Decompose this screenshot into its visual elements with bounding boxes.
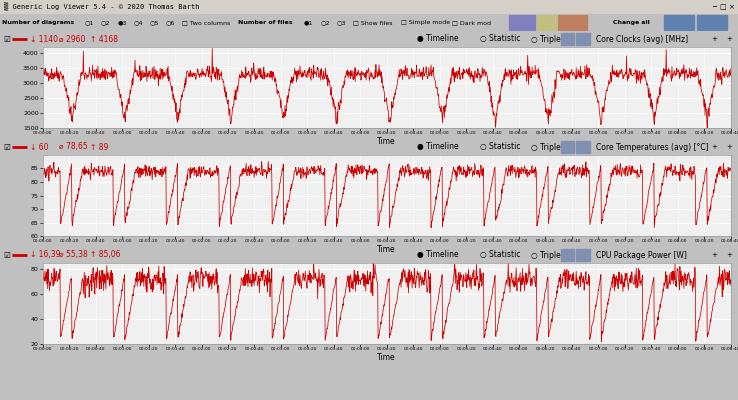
Text: ○ Statistic: ○ Statistic	[480, 142, 520, 152]
Text: ⌀ 55,38: ⌀ 55,38	[59, 250, 88, 260]
Text: ▒ Generic Log Viewer 5.4 - © 2020 Thomas Barth: ▒ Generic Log Viewer 5.4 - © 2020 Thomas…	[4, 3, 199, 11]
Bar	[664, 15, 694, 30]
Text: ↓ 1140: ↓ 1140	[30, 34, 58, 44]
Text: ○ Triple: ○ Triple	[531, 34, 561, 44]
Text: Number of files: Number of files	[238, 20, 292, 25]
Text: ○ Triple: ○ Triple	[531, 250, 561, 260]
Bar	[723, 32, 736, 45]
Text: CPU Package Power [W]: CPU Package Power [W]	[596, 250, 687, 260]
X-axis label: Time: Time	[377, 137, 396, 146]
Text: ⌀ 2960: ⌀ 2960	[59, 34, 86, 44]
Bar	[697, 15, 727, 30]
Text: ↓ 60: ↓ 60	[30, 142, 48, 152]
Text: ○1: ○1	[85, 20, 94, 25]
Text: ⌀ 78,65: ⌀ 78,65	[59, 142, 88, 152]
Bar	[576, 141, 590, 154]
Text: +: +	[711, 144, 717, 150]
Text: ↑ 85,06: ↑ 85,06	[90, 250, 120, 260]
Text: ☑: ☑	[3, 34, 10, 44]
Text: ●3: ●3	[117, 20, 127, 25]
Text: ○2: ○2	[101, 20, 111, 25]
Bar	[708, 141, 721, 154]
Text: ● Timeline: ● Timeline	[417, 250, 458, 260]
Text: Number of diagrams: Number of diagrams	[2, 20, 75, 25]
Bar	[558, 15, 587, 30]
Bar	[708, 249, 721, 262]
Text: +: +	[711, 252, 717, 258]
Bar	[561, 141, 574, 154]
Text: Core Temperatures (avg) [°C]: Core Temperatures (avg) [°C]	[596, 142, 709, 152]
Text: Core Clocks (avg) [MHz]: Core Clocks (avg) [MHz]	[596, 34, 689, 44]
Bar	[509, 15, 535, 30]
Text: +: +	[726, 252, 732, 258]
Text: ○3: ○3	[337, 20, 346, 25]
Text: □ Simple mode: □ Simple mode	[401, 20, 450, 25]
Text: ☑: ☑	[3, 142, 10, 152]
Text: ○4: ○4	[134, 20, 143, 25]
Text: ● Timeline: ● Timeline	[417, 142, 458, 152]
Text: +: +	[711, 36, 717, 42]
Text: □ Show files: □ Show files	[353, 20, 393, 25]
Text: ○6: ○6	[166, 20, 176, 25]
Text: ↑ 89: ↑ 89	[90, 142, 108, 152]
Bar	[576, 32, 590, 45]
Text: ●1: ●1	[304, 20, 314, 25]
Text: ○ Statistic: ○ Statistic	[480, 34, 520, 44]
Text: +: +	[726, 36, 732, 42]
Text: ○5: ○5	[150, 20, 159, 25]
Text: +: +	[726, 144, 732, 150]
Bar	[576, 249, 590, 262]
Text: □: □	[720, 4, 725, 10]
Text: ↓ 16,39: ↓ 16,39	[30, 250, 60, 260]
X-axis label: Time: Time	[377, 245, 396, 254]
Text: ☑: ☑	[3, 250, 10, 260]
Text: ×: ×	[728, 4, 734, 10]
Text: □ Dark mod: □ Dark mod	[452, 20, 492, 25]
Text: ○ Statistic: ○ Statistic	[480, 250, 520, 260]
Bar	[561, 249, 574, 262]
Bar	[723, 249, 736, 262]
Text: Change all: Change all	[613, 20, 649, 25]
Text: □ Two columns: □ Two columns	[182, 20, 230, 25]
X-axis label: Time: Time	[377, 353, 396, 362]
Bar	[561, 32, 574, 45]
Text: ─: ─	[712, 4, 717, 10]
Text: ● Timeline: ● Timeline	[417, 34, 458, 44]
Bar	[723, 141, 736, 154]
Bar	[708, 32, 721, 45]
Text: ○ Triple: ○ Triple	[531, 142, 561, 152]
Bar	[537, 15, 556, 30]
Text: ○2: ○2	[320, 20, 330, 25]
Text: ↑ 4168: ↑ 4168	[90, 34, 118, 44]
